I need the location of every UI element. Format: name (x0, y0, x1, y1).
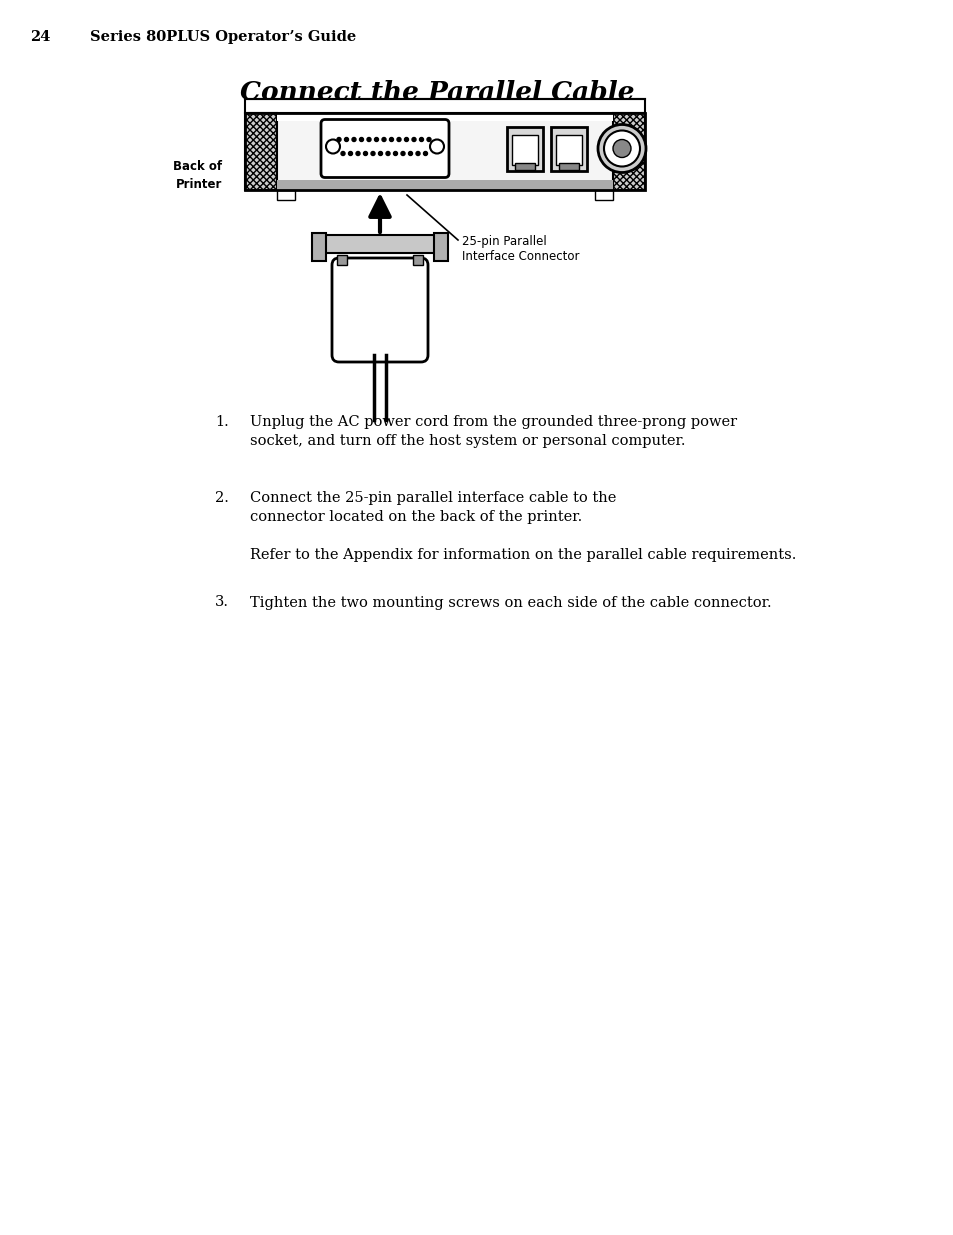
Circle shape (427, 137, 431, 142)
Circle shape (430, 140, 443, 153)
Circle shape (389, 137, 393, 142)
Text: 25-pin Parallel
Interface Connector: 25-pin Parallel Interface Connector (461, 235, 578, 263)
Circle shape (423, 152, 427, 156)
Circle shape (396, 137, 400, 142)
Circle shape (598, 125, 645, 173)
Bar (245, 112, 276, 190)
Circle shape (408, 152, 412, 156)
Circle shape (419, 137, 423, 142)
Circle shape (613, 140, 630, 158)
Bar (245, 112, 644, 190)
Bar (276, 119, 613, 182)
Circle shape (400, 152, 405, 156)
Bar (312, 233, 326, 261)
Bar (276, 180, 613, 190)
Circle shape (326, 140, 339, 153)
Circle shape (340, 152, 345, 156)
Text: 24: 24 (30, 30, 51, 44)
Bar (515, 163, 535, 169)
Text: 1.: 1. (214, 415, 229, 429)
Bar (556, 135, 581, 164)
Circle shape (344, 137, 348, 142)
Text: Back of
Printer: Back of Printer (172, 159, 222, 190)
Circle shape (412, 137, 416, 142)
Circle shape (355, 152, 359, 156)
Text: socket, and turn off the host system or personal computer.: socket, and turn off the host system or … (250, 433, 685, 448)
FancyBboxPatch shape (320, 120, 449, 178)
Bar (434, 233, 448, 261)
Bar (324, 235, 436, 253)
Text: Refer to the Appendix for information on the parallel cable requirements.: Refer to the Appendix for information on… (250, 548, 796, 562)
Circle shape (378, 152, 382, 156)
FancyBboxPatch shape (332, 258, 428, 362)
Circle shape (375, 137, 378, 142)
Bar (245, 112, 644, 190)
Bar (336, 254, 347, 266)
Circle shape (336, 137, 340, 142)
Bar (276, 190, 294, 200)
Text: Unplug the AC power cord from the grounded three-prong power: Unplug the AC power cord from the ground… (250, 415, 737, 429)
Circle shape (367, 137, 371, 142)
Circle shape (404, 137, 408, 142)
Circle shape (363, 152, 367, 156)
Circle shape (381, 137, 386, 142)
Bar (245, 99, 644, 112)
Text: Tighten the two mounting screws on each side of the cable connector.: Tighten the two mounting screws on each … (250, 595, 771, 610)
Circle shape (416, 152, 419, 156)
Bar (613, 112, 644, 190)
Circle shape (393, 152, 397, 156)
Bar (276, 112, 613, 121)
Bar (413, 254, 422, 266)
Circle shape (371, 152, 375, 156)
Bar (558, 163, 578, 169)
Bar (551, 126, 586, 170)
Bar (506, 126, 542, 170)
Text: Connect the 25-pin parallel interface cable to the: Connect the 25-pin parallel interface ca… (250, 492, 616, 505)
Text: Series 80PLUS Operator’s Guide: Series 80PLUS Operator’s Guide (90, 30, 355, 44)
Text: Connect the Parallel Cable: Connect the Parallel Cable (240, 80, 634, 105)
Text: connector located on the back of the printer.: connector located on the back of the pri… (250, 510, 581, 524)
Bar (595, 190, 613, 200)
Text: 3.: 3. (214, 595, 229, 610)
Circle shape (603, 131, 639, 167)
Circle shape (352, 137, 355, 142)
Circle shape (348, 152, 352, 156)
Text: 2.: 2. (214, 492, 229, 505)
Circle shape (359, 137, 363, 142)
Bar (512, 135, 537, 164)
Circle shape (386, 152, 390, 156)
